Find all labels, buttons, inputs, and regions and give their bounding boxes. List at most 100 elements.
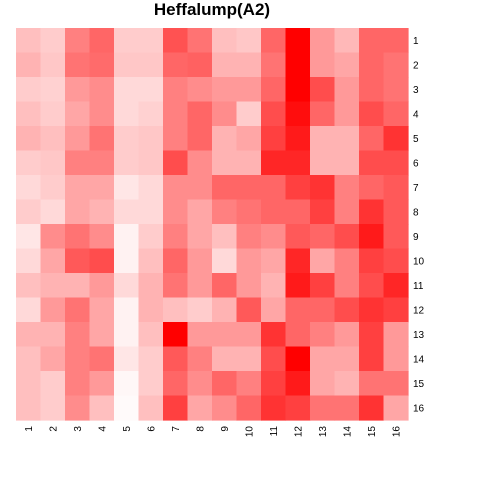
chart-title: Heffalump(A2)	[153, 0, 271, 19]
row-label: 14	[413, 354, 425, 365]
heatmap-cell	[334, 346, 360, 372]
heatmap-cell	[261, 248, 287, 274]
heatmap-cell	[138, 28, 164, 54]
row-label: 16	[413, 403, 425, 414]
heatmap-cell	[310, 28, 336, 54]
heatmap-cell	[310, 77, 336, 103]
heatmap-cell	[212, 126, 238, 152]
heatmap-cell	[16, 52, 42, 78]
heatmap-cell	[40, 101, 66, 127]
heatmap-cell	[89, 77, 115, 103]
heatmap-cell	[383, 273, 409, 299]
heatmap-cell	[310, 273, 336, 299]
heatmap-cell	[163, 28, 189, 54]
column-label: 6	[146, 426, 157, 432]
heatmap-cell	[334, 199, 360, 225]
heatmap-cell	[65, 371, 91, 397]
row-label: 13	[413, 330, 425, 341]
row-label: 12	[413, 305, 425, 316]
heatmap-cell	[383, 52, 409, 78]
heatmap-cell	[89, 175, 115, 201]
heatmap-cell	[65, 322, 91, 348]
heatmap-cell	[212, 248, 238, 274]
heatmap-cell	[89, 28, 115, 54]
heatmap-cell	[163, 126, 189, 152]
column-label: 16	[391, 426, 402, 438]
heatmap-cell	[138, 150, 164, 176]
row-label: 15	[413, 379, 425, 390]
heatmap-cell	[65, 297, 91, 323]
heatmap-cell	[114, 395, 140, 421]
heatmap-cell	[16, 126, 42, 152]
heatmap-cell	[163, 150, 189, 176]
heatmap-cell	[40, 273, 66, 299]
heatmap-cell	[285, 101, 311, 127]
heatmap-cell	[359, 322, 385, 348]
heatmap-cell	[40, 52, 66, 78]
heatmap-cells	[16, 28, 409, 421]
heatmap-cell	[383, 28, 409, 54]
heatmap-cell	[89, 248, 115, 274]
heatmap-cell	[89, 346, 115, 372]
heatmap-cell	[236, 175, 262, 201]
heatmap-cell	[65, 199, 91, 225]
heatmap-cell	[334, 28, 360, 54]
heatmap-cell	[261, 175, 287, 201]
heatmap-cell	[40, 346, 66, 372]
heatmap-cell	[236, 322, 262, 348]
column-label: 11	[269, 426, 280, 437]
heatmap-cell	[65, 224, 91, 250]
heatmap-cell	[285, 175, 311, 201]
heatmap-cell	[212, 273, 238, 299]
heatmap-cell	[187, 297, 213, 323]
heatmap-cell	[359, 52, 385, 78]
heatmap-cell	[89, 224, 115, 250]
heatmap-cell	[16, 77, 42, 103]
heatmap-cell	[383, 322, 409, 348]
heatmap-cell	[310, 150, 336, 176]
heatmap-cell	[383, 126, 409, 152]
row-label: 7	[413, 183, 419, 194]
heatmap-cell	[212, 395, 238, 421]
heatmap-cell	[236, 346, 262, 372]
heatmap-cell	[359, 175, 385, 201]
heatmap-cell	[65, 248, 91, 274]
heatmap-cell	[285, 28, 311, 54]
heatmap-cell	[334, 273, 360, 299]
heatmap-cell	[114, 224, 140, 250]
heatmap-cell	[65, 150, 91, 176]
heatmap-cell	[16, 248, 42, 274]
heatmap-cell	[138, 77, 164, 103]
heatmap-cell	[359, 395, 385, 421]
heatmap-cell	[89, 52, 115, 78]
column-label: 3	[73, 426, 84, 432]
column-label: 5	[122, 426, 133, 432]
heatmap-cell	[163, 224, 189, 250]
heatmap-cell	[16, 322, 42, 348]
heatmap-cell	[138, 346, 164, 372]
heatmap-cell	[261, 322, 287, 348]
heatmap-cell	[212, 175, 238, 201]
heatmap-cell	[187, 371, 213, 397]
heatmap-cell	[212, 52, 238, 78]
heatmap-cell	[89, 199, 115, 225]
heatmap-cell	[383, 150, 409, 176]
heatmap-cell	[359, 371, 385, 397]
heatmap-cell	[383, 346, 409, 372]
heatmap-cell	[261, 101, 287, 127]
heatmap-cell	[285, 52, 311, 78]
heatmap-cell	[212, 199, 238, 225]
heatmap-cell	[65, 28, 91, 54]
heatmap-cell	[236, 28, 262, 54]
heatmap-cell	[236, 248, 262, 274]
column-label: 13	[318, 426, 329, 438]
heatmap-cell	[285, 273, 311, 299]
heatmap-cell	[285, 297, 311, 323]
heatmap-cell	[16, 101, 42, 127]
heatmap-cell	[236, 126, 262, 152]
heatmap-cell	[236, 395, 262, 421]
heatmap-cell	[16, 199, 42, 225]
heatmap-cell	[212, 77, 238, 103]
row-label: 3	[413, 85, 419, 96]
